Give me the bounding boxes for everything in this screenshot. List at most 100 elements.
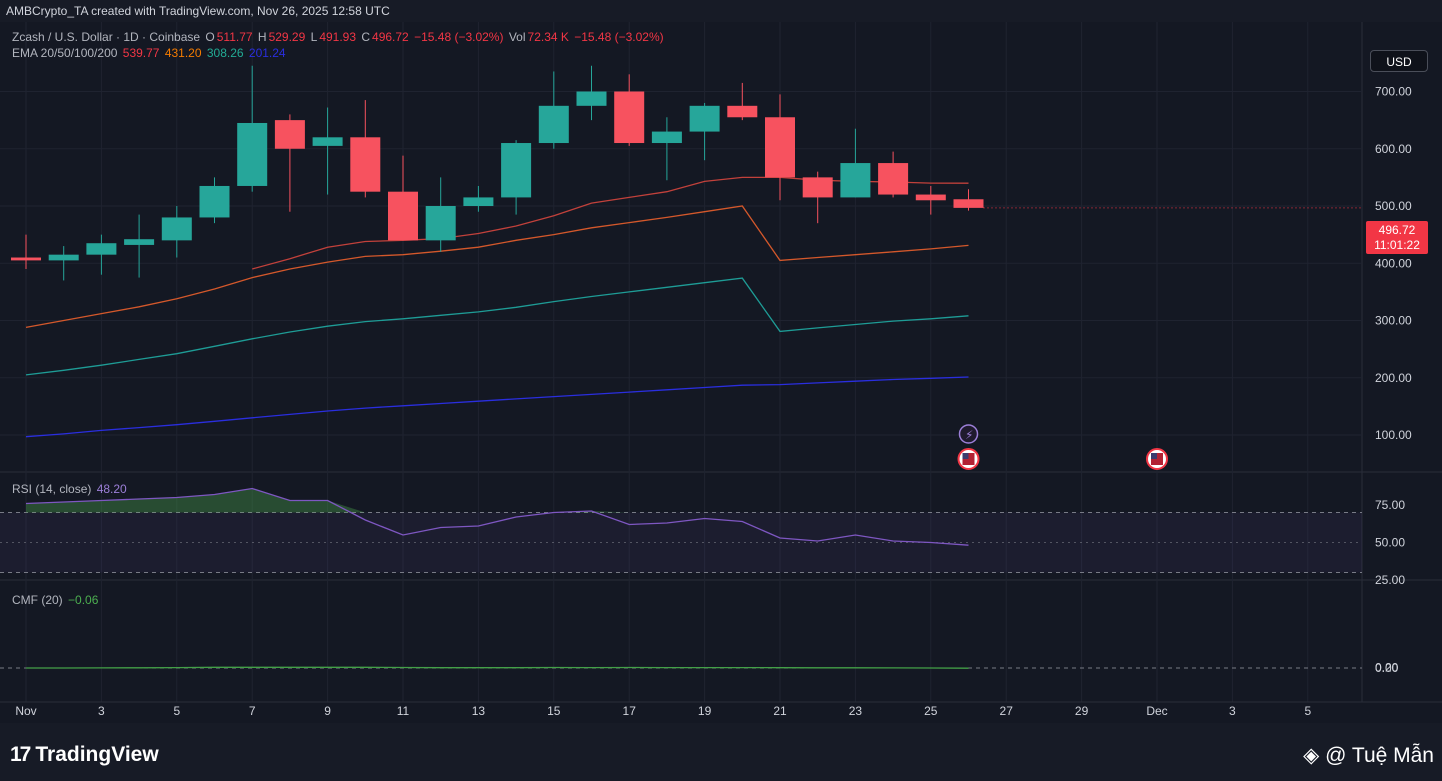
candle-body (86, 243, 117, 255)
ema50-value: 431.20 (164, 46, 202, 60)
candle-body (802, 177, 833, 198)
rsi-tick-label: 50.00 (1375, 536, 1405, 550)
tradingview-brand: TradingView (35, 743, 159, 766)
candle-body (199, 185, 230, 218)
candle-body (840, 163, 871, 198)
cmf-tick-label: 0.20 (1375, 660, 1399, 674)
price-tick-label: 300.00 (1375, 314, 1412, 328)
time-tick-label: 21 (773, 704, 787, 718)
time-tick-label: 5 (1304, 704, 1311, 718)
ema-label[interactable]: EMA 20/50/100/200 (12, 46, 118, 60)
price-tick-label: 200.00 (1375, 371, 1412, 385)
time-tick-label: Nov (15, 704, 36, 718)
candle-body (651, 131, 682, 144)
price-tick-label: 700.00 (1375, 85, 1412, 99)
price-tick-label: 100.00 (1375, 428, 1412, 442)
candle-body (48, 254, 79, 261)
volume-value: 72.34 K (527, 30, 569, 44)
bar-countdown: 11:01:22 (1374, 238, 1420, 252)
time-tick-label: 17 (623, 704, 637, 718)
candle-body (161, 217, 192, 241)
change-value: −15.48 (−3.02%) (414, 30, 504, 44)
last-price-tag: 496.72 11:01:22 (1366, 221, 1428, 254)
candle-body (388, 191, 418, 241)
candle-body (576, 91, 607, 106)
chart-credit-text: AMBCrypto_TA created with TradingView.co… (6, 4, 390, 18)
rsi-tick-label: 75.00 (1375, 498, 1405, 512)
ema-200-line (25, 376, 969, 438)
rsi-tick-label: 25.00 (1375, 573, 1405, 587)
candle-body (501, 143, 532, 198)
time-tick-label: Dec (1146, 704, 1167, 718)
ema200-value: 201.24 (248, 46, 286, 60)
open-value: 511.77 (216, 30, 253, 44)
candle-body (350, 137, 381, 192)
candle-body (765, 117, 795, 178)
time-tick-label: 11 (397, 704, 410, 718)
watermark-text: @ Tuệ Mẫn (1325, 744, 1434, 767)
symbol-name[interactable]: Zcash / U.S. Dollar · 1D · Coinbase (12, 30, 201, 44)
candle-body (727, 105, 758, 118)
time-tick-label: 5 (173, 704, 180, 718)
rsi-label[interactable]: RSI (14, close) (12, 482, 92, 496)
lightning-glyph-icon: ⚡ (965, 428, 973, 442)
time-tick-label: 9 (324, 704, 331, 718)
cmf-value: −0.06 (68, 593, 99, 607)
rsi-legend[interactable]: RSI (14, close) 48.20 (12, 482, 129, 496)
candle-body (953, 199, 984, 208)
time-tick-label: 15 (547, 704, 561, 718)
tradingview-logo-icon: 17 (10, 743, 31, 766)
candle-body (538, 105, 569, 144)
rsi-line (25, 487, 969, 546)
time-tick-label: 25 (924, 704, 938, 718)
candle-body (11, 257, 41, 261)
ema-100-line (25, 277, 969, 376)
cmf-legend[interactable]: CMF (20) −0.06 (12, 593, 100, 607)
candle-body (274, 120, 305, 149)
cmf-tick-label: 0.00 (1375, 661, 1399, 675)
high-value: 529.29 (268, 30, 306, 44)
time-tick-label: 19 (698, 704, 712, 718)
candle-body (878, 163, 909, 195)
last-price: 496.72 (1378, 223, 1416, 237)
low-value: 491.93 (319, 30, 357, 44)
cmf-label[interactable]: CMF (20) (12, 593, 63, 607)
candle-body (425, 206, 456, 241)
ema-50-line (25, 205, 969, 329)
price-tick-label: 500.00 (1375, 199, 1412, 213)
ema20-value: 539.77 (122, 46, 160, 60)
currency-button[interactable]: USD (1370, 50, 1428, 72)
ema-legend[interactable]: EMA 20/50/100/200 539.77 431.20 308.26 2… (12, 46, 288, 60)
price-tick-label: 600.00 (1375, 142, 1412, 156)
time-tick-label: 13 (472, 704, 486, 718)
us-flag-canton-icon (1151, 453, 1157, 459)
chart-svg[interactable]: 700.00 600.00 500.00 400.00 300.00 200.00 100.… (0, 22, 1442, 723)
lightning-event-icon (958, 424, 979, 444)
us-flag-canton-icon (962, 453, 969, 459)
time-tick-label: 29 (1075, 704, 1089, 718)
rsi-overbought-fill (26, 488, 969, 513)
candle-body (463, 197, 494, 206)
close-value: 496.72 (372, 30, 409, 44)
author-watermark: ◈ @ Tuệ Mẫn (1303, 743, 1434, 768)
candle-body (124, 239, 155, 245)
time-tick-label: 27 (1000, 704, 1014, 718)
candle-body (689, 105, 720, 132)
chart-area[interactable]: 700.00 600.00 500.00 400.00 300.00 200.00 100.… (0, 22, 1442, 723)
tradingview-logo[interactable]: 17 TradingView (10, 743, 159, 767)
time-tick-label: 3 (98, 704, 105, 718)
rsi-value: 48.20 (96, 482, 127, 496)
footer: 17 TradingView ◈ @ Tuệ Mẫn (0, 723, 1442, 781)
volume-change: −15.48 (−3.02%) (574, 30, 664, 44)
price-tick-label: 400.00 (1375, 256, 1412, 270)
chart-credit-bar: AMBCrypto_TA created with TradingView.co… (0, 0, 1442, 22)
candle-body (915, 194, 946, 201)
time-tick-label: 7 (249, 704, 256, 718)
ema100-value: 308.26 (206, 46, 244, 60)
candle-body (614, 91, 645, 144)
cmf-line (26, 666, 969, 669)
symbol-legend[interactable]: Zcash / U.S. Dollar · 1D · Coinbase O 511… (12, 30, 664, 44)
candle-body (237, 122, 268, 186)
diamond-logo-icon: ◈ (1303, 744, 1326, 767)
time-tick-label: 3 (1229, 704, 1236, 718)
